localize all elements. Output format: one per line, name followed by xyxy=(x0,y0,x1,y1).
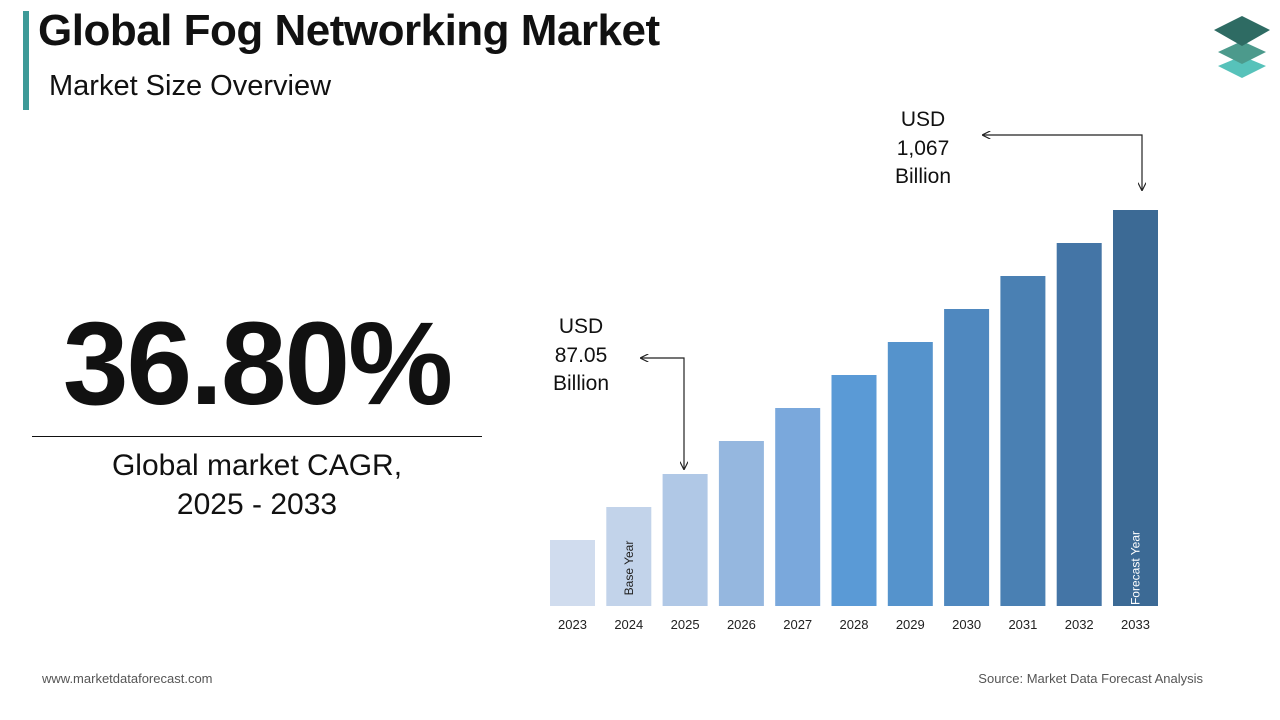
bars-group: Base Year Forecast Year xyxy=(550,210,1158,606)
end-callout-line3: Billion xyxy=(895,165,951,188)
cagr-label-line2: 2025 - 2033 xyxy=(176,488,338,521)
end-callout-line2: 1,067 xyxy=(897,137,950,160)
bar-2024 xyxy=(606,507,652,606)
bar-2029 xyxy=(887,342,933,606)
start-callout-line3: Billion xyxy=(553,372,609,395)
end-callout-arrow xyxy=(983,135,1142,190)
bar-2023 xyxy=(550,540,595,606)
end-callout-line1: USD xyxy=(901,108,945,131)
bar-2031 xyxy=(1000,276,1046,606)
x-label-2027: 2027 xyxy=(783,617,812,632)
x-label-2025: 2025 xyxy=(671,617,700,632)
x-label-2030: 2030 xyxy=(952,617,981,632)
bar-2028 xyxy=(831,375,877,606)
end-callout: USD 1,067 Billion xyxy=(895,108,1142,190)
bar-2027 xyxy=(775,408,821,606)
bar-label-2024: Base Year xyxy=(622,541,636,596)
footer-website: www.marketdataforecast.com xyxy=(42,671,213,686)
cagr-value: 36.80% xyxy=(62,298,453,430)
title-accent-bar xyxy=(23,11,29,110)
stacked-layers-icon xyxy=(1214,16,1270,78)
start-callout-line1: USD xyxy=(559,315,603,338)
start-callout: USD 87.05 Billion xyxy=(553,315,684,469)
start-callout-arrow xyxy=(641,358,684,469)
footer-source: Source: Market Data Forecast Analysis xyxy=(978,671,1203,686)
x-label-2029: 2029 xyxy=(896,617,925,632)
x-label-2033: 2033 xyxy=(1121,617,1150,632)
x-label-2023: 2023 xyxy=(558,617,587,632)
x-label-2032: 2032 xyxy=(1065,617,1094,632)
x-axis-labels: 2023 2024 2025 2026 2027 2028 2029 2030 2031 2032… xyxy=(558,617,1150,632)
page-subtitle: Market Size Overview xyxy=(49,70,332,102)
bar-2033 xyxy=(1113,210,1158,606)
x-label-2028: 2028 xyxy=(840,617,869,632)
cagr-divider xyxy=(32,436,482,437)
start-callout-line2: 87.05 xyxy=(555,344,608,367)
cagr-label: Global market CAGR, 2025 - 2033 xyxy=(32,446,482,524)
cagr-label-line1: Global market CAGR, xyxy=(111,449,403,482)
page-title: Global Fog Networking Market xyxy=(38,6,660,55)
bar-2030 xyxy=(944,309,990,606)
bar-label-2033: Forecast Year xyxy=(1129,531,1143,605)
x-label-2031: 2031 xyxy=(1008,617,1037,632)
bar-2032 xyxy=(1056,243,1102,606)
x-label-2026: 2026 xyxy=(727,617,756,632)
bar-2025 xyxy=(662,474,708,606)
x-label-2024: 2024 xyxy=(614,617,643,632)
bar-2026 xyxy=(718,441,764,606)
